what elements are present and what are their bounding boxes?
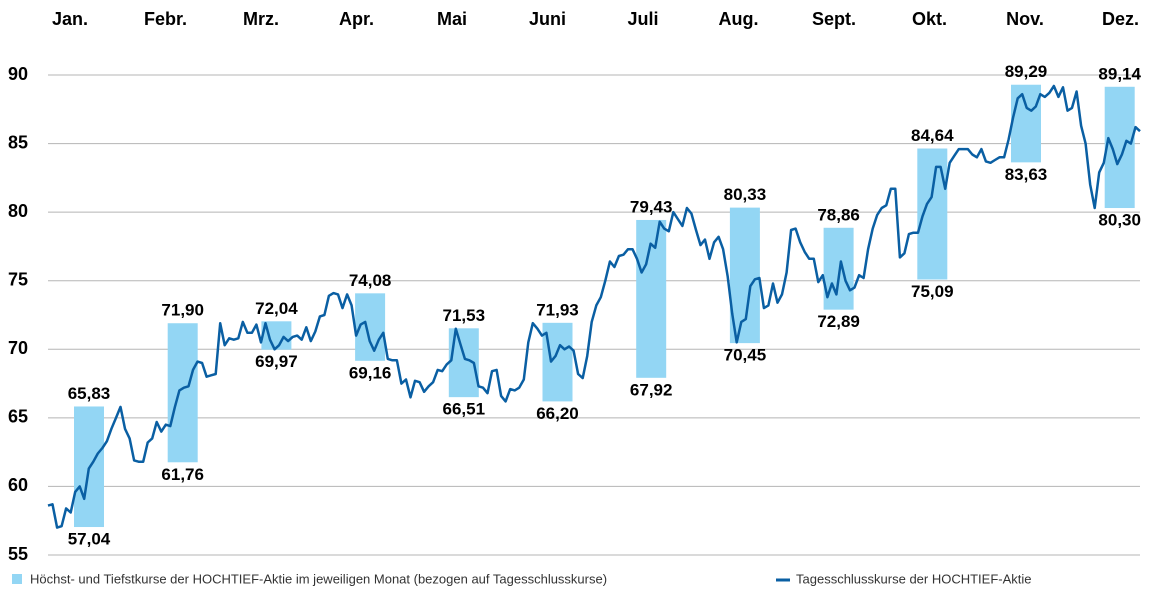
legend-label-range: Höchst- und Tiefstkurse der HOCHTIEF-Akt…	[30, 571, 607, 586]
month-label: Mrz.	[243, 9, 279, 29]
y-tick-label: 55	[8, 544, 28, 564]
range-bar	[167, 323, 198, 463]
legend-label-line: Tagesschlusskurse der HOCHTIEF-Aktie	[796, 571, 1032, 586]
high-label: 71,53	[443, 306, 486, 325]
high-label: 89,14	[1098, 64, 1141, 83]
month-label: Aug.	[719, 9, 759, 29]
low-label: 66,20	[536, 404, 579, 423]
low-label: 66,51	[443, 400, 486, 419]
month-label: Mai	[437, 9, 467, 29]
y-tick-label: 80	[8, 201, 28, 221]
y-tick-label: 65	[8, 407, 28, 427]
low-label: 57,04	[68, 530, 111, 549]
high-label: 89,29	[1005, 62, 1048, 81]
month-label: Juli	[627, 9, 658, 29]
low-label: 67,92	[630, 380, 673, 399]
y-tick-label: 75	[8, 269, 28, 289]
high-label: 74,08	[349, 271, 392, 290]
low-label: 75,09	[911, 282, 954, 301]
month-label: Dez.	[1102, 9, 1139, 29]
month-label: Okt.	[912, 9, 947, 29]
y-tick-label: 60	[8, 475, 28, 495]
low-label: 61,76	[161, 465, 204, 484]
legend-swatch-range	[12, 574, 22, 584]
y-tick-label: 85	[8, 132, 28, 152]
high-label: 71,90	[161, 301, 204, 320]
high-label: 84,64	[911, 126, 954, 145]
low-label: 70,45	[724, 346, 767, 365]
low-label: 69,16	[349, 363, 392, 382]
month-label: Nov.	[1006, 9, 1044, 29]
high-label: 80,33	[724, 185, 767, 204]
low-label: 69,97	[255, 352, 298, 371]
low-label: 83,63	[1005, 165, 1048, 184]
high-label: 78,86	[817, 205, 860, 224]
month-label: Juni	[529, 9, 566, 29]
month-label: Sept.	[812, 9, 856, 29]
close-line	[47, 84, 1141, 529]
range-bar	[1104, 86, 1135, 209]
month-label: Febr.	[144, 9, 187, 29]
range-bar	[1011, 84, 1041, 163]
y-tick-label: 90	[8, 64, 28, 84]
high-label: 71,93	[536, 300, 579, 319]
high-label: 65,83	[68, 384, 111, 403]
month-label: Apr.	[339, 9, 374, 29]
low-label: 72,89	[817, 312, 860, 331]
high-label: 79,43	[630, 197, 673, 216]
range-bar	[917, 148, 948, 280]
low-label: 80,30	[1098, 211, 1141, 230]
month-label: Jan.	[52, 9, 88, 29]
high-label: 72,04	[255, 299, 298, 318]
y-tick-label: 70	[8, 338, 28, 358]
